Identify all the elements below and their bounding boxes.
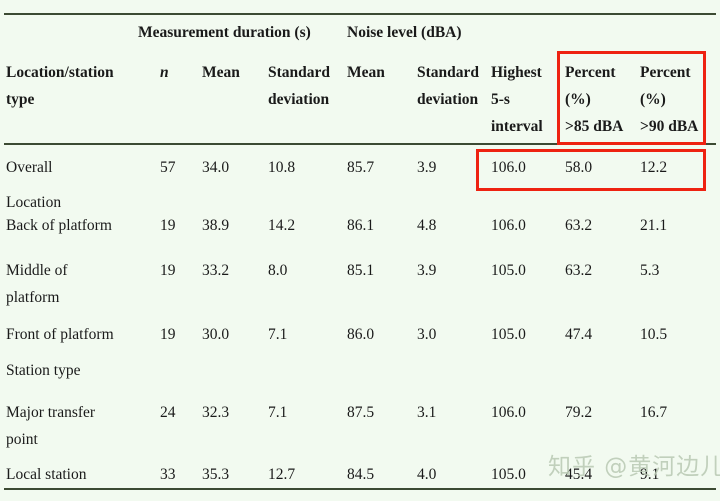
cell-noise-sd: 3.9 xyxy=(417,262,437,279)
cell-label: Front of platform xyxy=(6,326,114,343)
cell-noise-sd: 3.1 xyxy=(417,404,437,421)
cell-highest-5s: 106.0 xyxy=(491,217,526,234)
cell-noise-mean: 85.7 xyxy=(347,159,375,176)
cell-percent-85: 63.2 xyxy=(565,262,593,279)
table-bottom-rule xyxy=(4,488,716,490)
cell-duration-mean: 30.0 xyxy=(202,326,230,343)
column-header-duration-mean: Mean xyxy=(202,64,240,81)
cell-percent-85: 79.2 xyxy=(565,404,593,421)
cell-label-line2: point xyxy=(6,431,38,448)
cell-n: 19 xyxy=(160,217,176,234)
cell-highest-5s: 105.0 xyxy=(491,326,526,343)
cell-highest-5s: 106.0 xyxy=(491,159,526,176)
cell-duration-sd: 7.1 xyxy=(268,326,288,343)
column-header-percent90-line2: (%) xyxy=(640,91,666,108)
column-header-percent85-line1: Percent xyxy=(565,64,616,81)
cell-noise-sd: 4.8 xyxy=(417,217,437,234)
cell-label: Local station xyxy=(6,466,87,483)
cell-duration-mean: 33.2 xyxy=(202,262,230,279)
cell-duration-mean: 32.3 xyxy=(202,404,230,421)
cell-noise-mean: 87.5 xyxy=(347,404,375,421)
cell-highest-5s: 105.0 xyxy=(491,466,526,483)
cell-duration-mean: 35.3 xyxy=(202,466,230,483)
cell-n: 19 xyxy=(160,262,176,279)
cell-n: 33 xyxy=(160,466,176,483)
column-header-duration-sd-line1: Standard xyxy=(268,64,331,81)
cell-noise-mean: 86.0 xyxy=(347,326,375,343)
column-header-percent85-line3: >85 dBA xyxy=(565,118,624,135)
cell-percent-85: 58.0 xyxy=(565,159,593,176)
cell-highest-5s: 106.0 xyxy=(491,404,526,421)
cell-label: Station type xyxy=(6,362,81,379)
group-header-noise-level: Noise level (dBA) xyxy=(347,24,462,41)
column-header-percent85-line2: (%) xyxy=(565,91,591,108)
cell-percent-90: 12.2 xyxy=(640,159,668,176)
cell-percent-90: 21.1 xyxy=(640,217,668,234)
table-header-rule xyxy=(4,143,716,145)
cell-n: 57 xyxy=(160,159,176,176)
cell-noise-sd: 3.0 xyxy=(417,326,437,343)
column-header-noise-mean: Mean xyxy=(347,64,385,81)
cell-noise-mean: 86.1 xyxy=(347,217,375,234)
cell-n: 24 xyxy=(160,404,176,421)
cell-duration-sd: 8.0 xyxy=(268,262,288,279)
cell-duration-sd: 14.2 xyxy=(268,217,296,234)
cell-label: Location xyxy=(6,194,62,211)
cell-percent-85: 45.4 xyxy=(565,466,593,483)
cell-noise-sd: 3.9 xyxy=(417,159,437,176)
cell-percent-90: 10.5 xyxy=(640,326,668,343)
column-header-location-station-type-line1: Location/station xyxy=(6,64,114,81)
cell-percent-90: 9.1 xyxy=(640,466,660,483)
column-header-location-station-type-line2: type xyxy=(6,91,35,108)
column-header-highest-line3: interval xyxy=(491,118,543,135)
cell-label: Major transfer xyxy=(6,404,96,421)
cell-noise-sd: 4.0 xyxy=(417,466,437,483)
cell-percent-85: 47.4 xyxy=(565,326,593,343)
column-header-noise-sd-line1: Standard xyxy=(417,64,480,81)
column-header-n: n xyxy=(160,64,169,81)
cell-percent-90: 16.7 xyxy=(640,404,668,421)
cell-label-line2: platform xyxy=(6,289,60,306)
cell-duration-sd: 10.8 xyxy=(268,159,296,176)
cell-label: Back of platform xyxy=(6,217,112,234)
column-header-percent90-line3: >90 dBA xyxy=(640,118,699,135)
cell-percent-90: 5.3 xyxy=(640,262,660,279)
column-header-highest-line1: Highest xyxy=(491,64,542,81)
column-header-duration-sd-line2: deviation xyxy=(268,91,330,108)
cell-noise-mean: 85.1 xyxy=(347,262,375,279)
cell-duration-mean: 34.0 xyxy=(202,159,230,176)
cell-n: 19 xyxy=(160,326,176,343)
cell-label: Middle of xyxy=(6,262,68,279)
cell-noise-mean: 84.5 xyxy=(347,466,375,483)
cell-label: Overall xyxy=(6,159,53,176)
cell-duration-sd: 7.1 xyxy=(268,404,288,421)
cell-duration-sd: 12.7 xyxy=(268,466,296,483)
table-top-rule xyxy=(4,13,716,15)
column-header-noise-sd-line2: deviation xyxy=(417,91,479,108)
column-header-percent90-line1: Percent xyxy=(640,64,691,81)
cell-duration-mean: 38.9 xyxy=(202,217,230,234)
group-header-measurement-duration: Measurement duration (s) xyxy=(138,24,311,41)
cell-percent-85: 63.2 xyxy=(565,217,593,234)
cell-highest-5s: 105.0 xyxy=(491,262,526,279)
column-header-highest-line2: 5-s xyxy=(491,91,510,108)
